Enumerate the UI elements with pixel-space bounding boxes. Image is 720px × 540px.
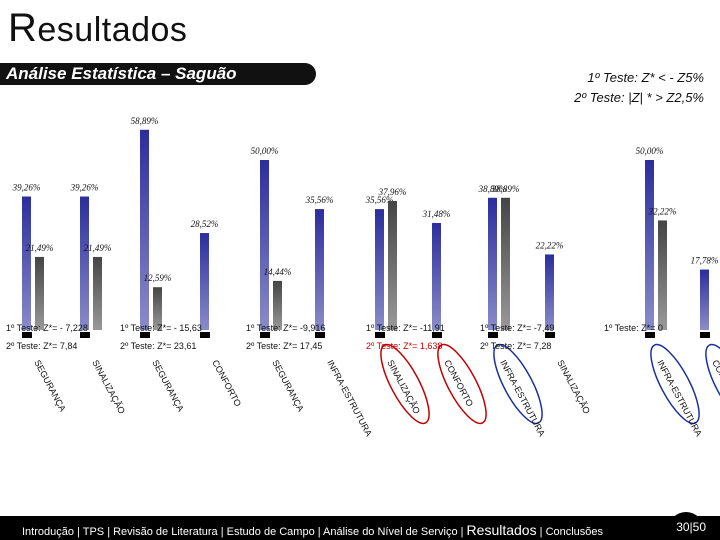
stat-test1-3: 1º Teste: Z*= -11,91 bbox=[366, 323, 445, 333]
category-highlight-8 bbox=[493, 343, 543, 425]
category-label-11: CONFORTO bbox=[710, 358, 720, 408]
bar-label-6-1: 37,96% bbox=[378, 187, 407, 197]
test-criterion-1: 1º Teste: Z* < - Z5% bbox=[587, 70, 704, 85]
marker-11 bbox=[700, 332, 710, 338]
bar-label-10-1: 32,22% bbox=[648, 206, 677, 216]
bar-label-8-1: 38,89% bbox=[491, 184, 520, 194]
page-title: Resultados bbox=[8, 6, 187, 51]
footer-nav-links[interactable]: Introdução | TPS | Revisão de Literatura… bbox=[22, 526, 467, 538]
footer-bar bbox=[0, 516, 720, 540]
bar-10-1 bbox=[658, 220, 667, 330]
marker-2 bbox=[140, 332, 150, 338]
marker-1 bbox=[80, 332, 90, 338]
stat-test1-4: 1º Teste: Z*= -7,49 bbox=[480, 323, 554, 333]
stat-test1-5: 1º Teste: Z*= 0 bbox=[604, 323, 663, 333]
bar-0-0 bbox=[22, 196, 31, 330]
bar-chart: 39,26% 21,49% SEGURANÇA 39,26% 21,49% SINALIZ… bbox=[6, 116, 720, 438]
category-highlight-10 bbox=[650, 343, 700, 425]
bar-6-0 bbox=[375, 209, 384, 330]
stat-test1-2: 1º Teste: Z*= -9,916 bbox=[246, 323, 325, 333]
category-highlight-11 bbox=[705, 343, 720, 425]
stat-test2-1: 2º Teste: Z*= 23,61 bbox=[120, 341, 196, 351]
category-label-4: SEGURANÇA bbox=[270, 358, 306, 413]
stat-test1-1: 1º Teste: Z*= - 15,63 bbox=[120, 323, 202, 333]
category-label-9: SINALIZAÇÃO bbox=[555, 358, 592, 415]
bar-label-10-0: 50,00% bbox=[636, 146, 664, 156]
marker-9 bbox=[545, 332, 555, 338]
bar-label-2-0: 58,89% bbox=[131, 116, 159, 126]
bar-4-0 bbox=[260, 160, 269, 330]
bar-label-5-0: 35,56% bbox=[305, 195, 334, 205]
bar-8-1 bbox=[501, 197, 510, 330]
category-highlight-7 bbox=[437, 343, 487, 425]
bar-10-0 bbox=[645, 160, 654, 330]
category-label-5: INFRA-ESTRUTURA bbox=[325, 358, 374, 438]
bar-label-6-0: 35,56% bbox=[365, 195, 394, 205]
bar-11-0 bbox=[700, 269, 709, 330]
marker-8 bbox=[488, 332, 498, 338]
marker-10 bbox=[645, 332, 655, 338]
bar-6-1 bbox=[388, 200, 397, 330]
bar-4-1 bbox=[273, 280, 282, 330]
bar-label-0-0: 39,26% bbox=[12, 183, 41, 193]
stat-test2-4: 2º Teste: Z*= 7,28 bbox=[480, 341, 551, 351]
bar-label-4-1: 14,44% bbox=[264, 267, 292, 277]
marker-4 bbox=[260, 332, 270, 338]
marker-3 bbox=[200, 332, 210, 338]
category-highlight-6 bbox=[380, 343, 430, 425]
subtitle-bar bbox=[0, 63, 316, 85]
section-subtitle: Análise Estatística – Saguão bbox=[6, 64, 237, 83]
footer-nav-next[interactable]: | Conclusões bbox=[536, 526, 604, 538]
bar-3-0 bbox=[200, 233, 209, 330]
stat-test2-3: 2º Teste: Z*= 1,638 bbox=[366, 341, 442, 351]
bar-label-1-0: 39,26% bbox=[70, 183, 99, 193]
bar-label-3-0: 28,52% bbox=[191, 219, 219, 229]
page-number: 30|50 bbox=[676, 520, 706, 534]
page-title-initial: R bbox=[8, 6, 38, 50]
bar-8-0 bbox=[488, 197, 497, 330]
bar-label-0-1: 21,49% bbox=[26, 243, 54, 253]
bar-1-0 bbox=[80, 196, 89, 330]
stat-test2-2: 2º Teste: Z*= 17,45 bbox=[246, 341, 322, 351]
bar-2-1 bbox=[153, 287, 162, 330]
marker-0 bbox=[22, 332, 32, 338]
bar-5-0 bbox=[315, 209, 324, 330]
page-title-rest: esultados bbox=[37, 11, 188, 49]
test-criterion-2: 2º Teste: |Z| * > Z2,5% bbox=[574, 90, 704, 105]
footer-nav-active[interactable]: Resultados bbox=[466, 522, 537, 538]
bar-label-8-0: 38,89% bbox=[478, 184, 507, 194]
bar-label-9-0: 22,22% bbox=[536, 240, 564, 250]
bar-label-1-1: 21,49% bbox=[84, 243, 112, 253]
stat-test2-0: 2º Teste: Z*= 7,84 bbox=[6, 341, 77, 351]
category-label-7: CONFORTO bbox=[442, 358, 475, 408]
footer-navigation: Introdução | TPS | Revisão de Literatura… bbox=[22, 522, 603, 538]
bar-2-0 bbox=[140, 129, 149, 330]
bar-0-1 bbox=[35, 256, 44, 330]
bar-1-1 bbox=[93, 256, 102, 330]
bar-label-7-0: 31,48% bbox=[422, 209, 451, 219]
bar-7-0 bbox=[432, 222, 441, 330]
category-label-0: SEGURANÇA bbox=[32, 358, 68, 413]
bar-label-2-1: 12,59% bbox=[144, 273, 172, 283]
page-number-tab bbox=[668, 512, 704, 540]
category-label-2: SEGURANÇA bbox=[150, 358, 186, 413]
marker-5 bbox=[315, 332, 325, 338]
marker-6 bbox=[375, 332, 385, 338]
marker-7 bbox=[432, 332, 442, 338]
category-label-3: CONFORTO bbox=[210, 358, 243, 408]
stat-test1-0: 1º Teste: Z*= - 7,228 bbox=[6, 323, 88, 333]
bar-label-4-0: 50,00% bbox=[251, 146, 279, 156]
bar-9-0 bbox=[545, 254, 554, 330]
bar-label-11-0: 17,78% bbox=[691, 256, 719, 266]
category-label-1: SINALIZAÇÃO bbox=[90, 358, 127, 415]
